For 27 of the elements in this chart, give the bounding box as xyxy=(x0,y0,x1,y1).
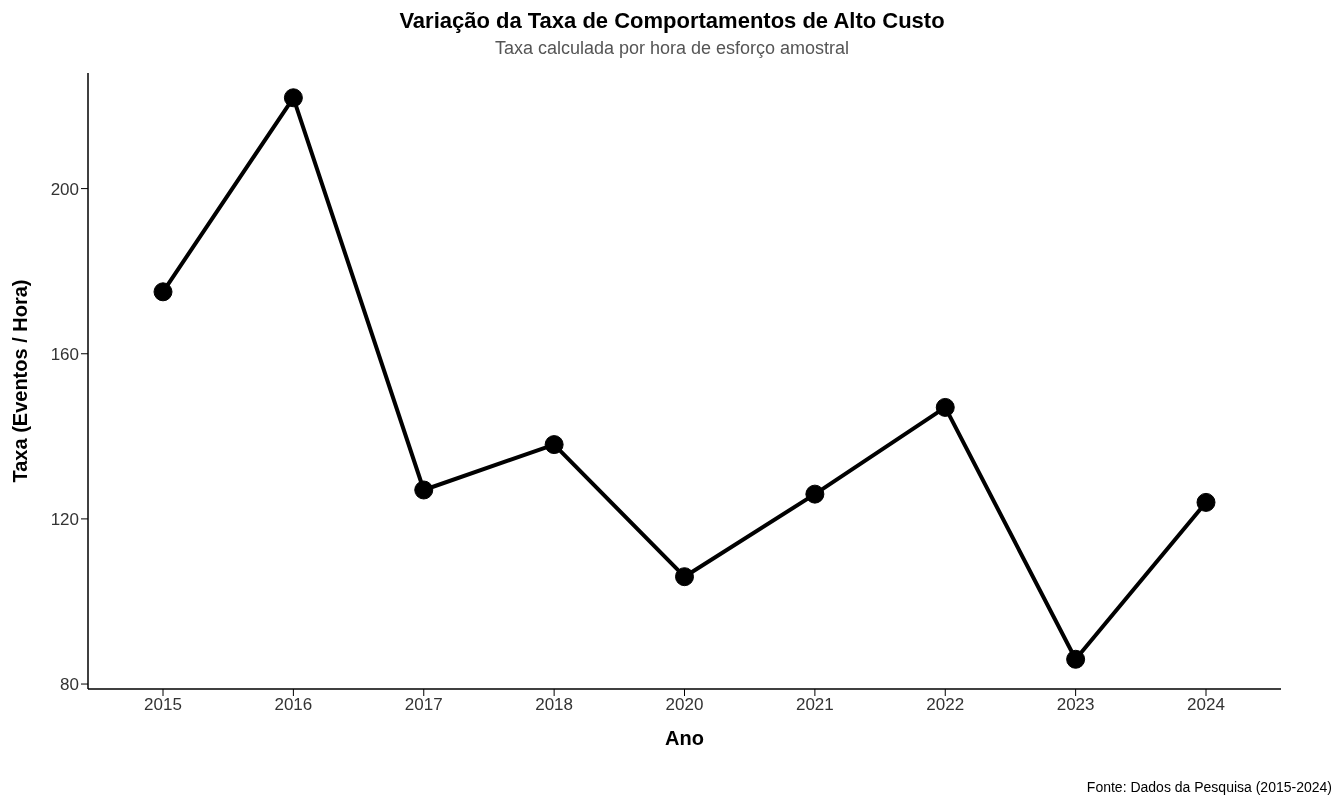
source-note: Fonte: Dados da Pesquisa (2015-2024) xyxy=(1086,779,1332,795)
point xyxy=(1196,492,1216,512)
chart-title: Variação da Taxa de Comportamentos de Alto Custo xyxy=(398,8,946,34)
x-tick-label: 2021 xyxy=(795,695,834,715)
y-axis-title: Taxa (Eventos / Hora) xyxy=(9,279,32,483)
point xyxy=(283,88,303,108)
x-tick-label: 2018 xyxy=(535,695,574,715)
x-tick-label: 2023 xyxy=(1056,695,1095,715)
y-tick-label: 120 xyxy=(50,509,79,529)
x-tick-label: 2020 xyxy=(665,695,704,715)
point xyxy=(414,480,434,500)
y-tick-label: 160 xyxy=(50,344,79,364)
x-tick-label: 2022 xyxy=(926,695,965,715)
point xyxy=(805,484,825,504)
point xyxy=(153,282,173,302)
point xyxy=(544,435,564,455)
x-tick-label: 2015 xyxy=(144,695,182,715)
y-tick-label: 80 xyxy=(60,675,79,695)
x-axis-title: Ano xyxy=(665,727,704,749)
x-tick-label: 2016 xyxy=(274,695,313,715)
point xyxy=(675,567,694,587)
x-tick-label: 2024 xyxy=(1187,695,1225,715)
point xyxy=(935,397,955,417)
point xyxy=(1066,649,1086,669)
y-tick-label: 200 xyxy=(50,179,79,199)
chart-subtitle: Taxa calculada por hora de esforço amostral xyxy=(493,38,851,59)
x-tick-label: 2017 xyxy=(404,695,443,715)
